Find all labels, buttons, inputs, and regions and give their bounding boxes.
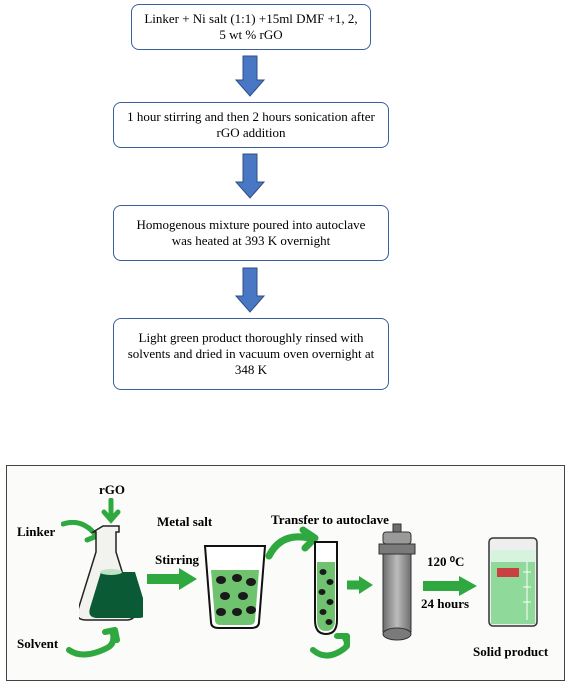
flow-step-text: Homogenous mixture poured into autoclave… [126,217,376,250]
label-metal-salt: Metal salt [157,514,212,530]
label-linker: Linker [17,524,55,540]
tube-curl-arrow [305,632,353,662]
label-time: 24 hours [421,596,469,612]
flow-step-2: 1 hour stirring and then 2 hours sonicat… [113,102,389,148]
arrow-3 [421,574,479,598]
flow-step-text: Linker + Ni salt (1:1) +15ml DMF +1, 2, … [144,11,358,44]
flow-step-text: Light green product thoroughly rinsed wi… [126,330,376,379]
label-product: Solid product [473,644,548,660]
flow-arrow-3 [232,266,268,314]
arrow-1 [145,566,199,592]
arrow-2 [345,574,375,596]
test-tube [309,538,343,638]
flow-step-4: Light green product thoroughly rinsed wi… [113,318,389,390]
label-temp: 120 ⁰C [427,554,464,570]
autoclave [375,522,419,642]
label-rgo: rGO [99,482,125,498]
flow-arrow-2 [232,152,268,200]
illustration-panel: rGO Linker Solvent Metal salt Stirring [6,465,565,681]
stirring-beaker [199,540,271,632]
flow-step-text: 1 hour stirring and then 2 hours sonicat… [126,109,376,142]
erlenmeyer-flask [79,522,143,630]
solvent-arrow [63,626,123,662]
flow-arrow-1 [232,54,268,98]
flow-step-3: Homogenous mixture poured into autoclave… [113,205,389,261]
flow-step-1: Linker + Ni salt (1:1) +15ml DMF +1, 2, … [131,4,371,50]
product-beaker [483,532,543,634]
label-solvent: Solvent [17,636,58,652]
